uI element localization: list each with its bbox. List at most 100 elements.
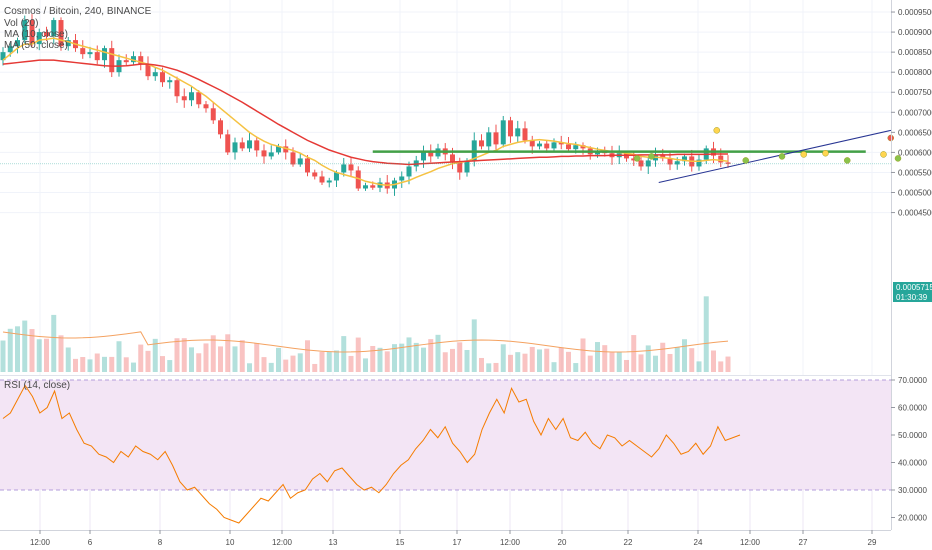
- candle-body: [551, 142, 557, 149]
- candle-body: [261, 150, 267, 157]
- volume-bar: [7, 328, 13, 372]
- volume-bar: [181, 338, 187, 372]
- legend-rsi[interactable]: RSI (14, close): [4, 380, 70, 391]
- candle-body: [80, 48, 86, 55]
- candle-body: [493, 132, 499, 145]
- legend-ma50[interactable]: MA (50, close): [4, 40, 68, 51]
- candle-body: [508, 120, 513, 137]
- volume-bar: [580, 338, 586, 372]
- volume-bar: [319, 351, 325, 372]
- volume-bar: [94, 353, 100, 372]
- volume-bar: [500, 344, 506, 372]
- volume-bar: [493, 362, 499, 372]
- candle-body: [29, 20, 35, 45]
- ma50-line: [2, 59, 728, 166]
- candle-body: [247, 140, 252, 149]
- candle-body: [7, 46, 13, 53]
- signal-dot: [800, 151, 807, 158]
- candle-body: [0, 52, 6, 61]
- candle-body: [174, 80, 180, 97]
- volume-bar: [660, 342, 666, 372]
- volume-bar: [537, 349, 542, 372]
- candle-body: [138, 56, 144, 65]
- candle-body: [718, 155, 724, 163]
- volume-bar: [573, 363, 579, 372]
- candle-body: [334, 172, 339, 181]
- volume-bar: [145, 350, 151, 372]
- candle-body: [276, 146, 281, 153]
- volume-bar: [87, 359, 93, 372]
- candle-body: [268, 152, 274, 157]
- volume-bar: [689, 348, 695, 372]
- volume-bar: [123, 357, 129, 372]
- rsi-tick-label: 20.0000: [898, 514, 927, 523]
- volume-bar: [131, 362, 136, 372]
- volume-bar: [73, 358, 78, 372]
- candle-body: [94, 52, 100, 61]
- trend-line[interactable]: [658, 129, 892, 183]
- volume-bar: [457, 342, 463, 372]
- candle-body: [537, 143, 542, 147]
- volume-bar: [406, 337, 412, 372]
- time-axis[interactable]: 12:00 6 8 10 12:00 13 15 17 12:00 20 22 24 12:00 27 29: [30, 530, 877, 547]
- volume-bar: [305, 340, 310, 372]
- candle-body: [457, 162, 463, 173]
- legend-vol[interactable]: Vol (20): [4, 18, 38, 29]
- time-tick-label: 12:00: [30, 538, 51, 547]
- candle-body: [638, 160, 644, 167]
- signal-dot: [713, 127, 720, 134]
- chart-title: Cosmos / Bitcoin, 240, BINANCE: [4, 6, 152, 17]
- candle-body: [522, 128, 528, 141]
- volume-bar: [355, 337, 361, 372]
- volume-bar: [399, 343, 405, 372]
- volume-bar: [696, 361, 702, 372]
- candle-body: [109, 48, 115, 73]
- candle-body: [696, 159, 702, 167]
- legend-ma10[interactable]: MA (10, close): [4, 29, 68, 40]
- volume-bar: [609, 352, 615, 372]
- volume-bar: [312, 363, 318, 372]
- volume-bar: [247, 363, 252, 372]
- candle-body: [44, 32, 49, 37]
- volume-bars: [0, 296, 731, 372]
- volume-bar: [587, 355, 593, 372]
- volume-bar: [711, 350, 716, 372]
- volume-bar: [218, 346, 223, 372]
- candle-body: [189, 92, 194, 101]
- volume-bar: [326, 351, 332, 372]
- candle-body: [36, 32, 42, 45]
- price-badge-price: 0.0005715: [896, 283, 932, 292]
- candle-body: [566, 144, 571, 150]
- rsi-tick-label: 70.0000: [898, 376, 927, 385]
- rsi-band: [0, 380, 891, 490]
- signal-dot: [648, 153, 655, 160]
- volume-bar: [51, 314, 57, 372]
- candle-body: [87, 52, 93, 55]
- candle-body: [558, 142, 564, 145]
- time-tick-label: 8: [158, 538, 163, 547]
- volume-bar: [0, 340, 6, 372]
- volume-bar: [486, 363, 492, 372]
- volume-bar: [290, 355, 296, 372]
- time-tick-label: 24: [694, 538, 703, 547]
- candle-body: [123, 60, 129, 63]
- volume-bar: [283, 359, 289, 372]
- candle-body: [239, 142, 245, 149]
- volume-bar: [152, 338, 158, 372]
- candle-body: [725, 162, 731, 164]
- volume-bar: [109, 356, 115, 372]
- rsi-axis[interactable]: 20.0000 30.0000 40.0000 50.0000 60.0000 70.00…: [891, 376, 927, 523]
- candle-body: [65, 40, 71, 47]
- annotations: [0, 127, 902, 183]
- volume-bar: [363, 358, 368, 372]
- time-tick-label: 22: [624, 538, 633, 547]
- candle-body: [15, 40, 20, 47]
- signal-dot: [887, 134, 894, 142]
- candle-body: [131, 56, 136, 63]
